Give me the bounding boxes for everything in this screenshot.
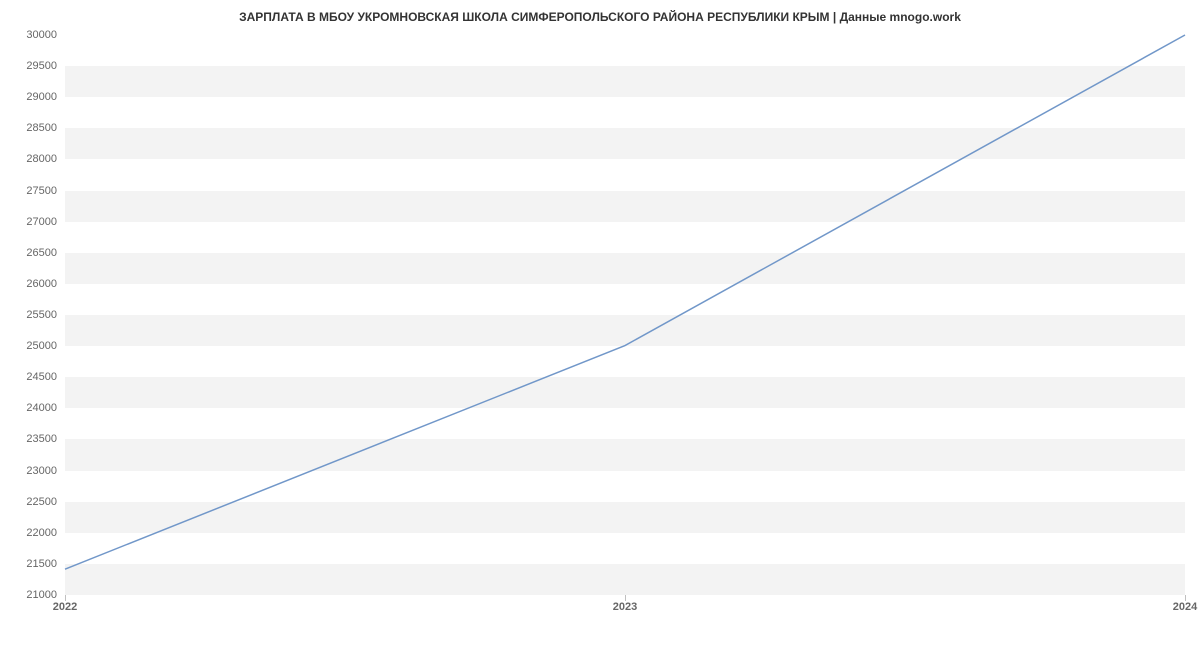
y-tick-label: 23500	[26, 433, 57, 445]
chart-title: ЗАРПЛАТА В МБОУ УКРОМНОВСКАЯ ШКОЛА СИМФЕ…	[0, 0, 1200, 32]
chart-container: 2100021500220002250023000235002400024500…	[65, 35, 1185, 595]
y-tick-label: 27000	[26, 216, 57, 228]
y-tick-label: 24000	[26, 402, 57, 414]
y-tick-label: 22000	[26, 527, 57, 539]
x-tick-label: 2023	[613, 601, 637, 613]
series-line	[65, 35, 1185, 569]
y-tick-label: 21500	[26, 558, 57, 570]
y-tick-label: 30000	[26, 29, 57, 41]
plot-area	[65, 35, 1185, 595]
y-tick-label: 22500	[26, 496, 57, 508]
y-tick-label: 28500	[26, 122, 57, 134]
y-tick-label: 26500	[26, 247, 57, 259]
y-tick-label: 25500	[26, 309, 57, 321]
y-tick-label: 26000	[26, 278, 57, 290]
y-tick-label: 25000	[26, 340, 57, 352]
y-tick-label: 27500	[26, 185, 57, 197]
y-tick-label: 29500	[26, 60, 57, 72]
y-tick-label: 29000	[26, 91, 57, 103]
y-tick-label: 21000	[26, 589, 57, 601]
y-tick-label: 24500	[26, 371, 57, 383]
y-tick-label: 23000	[26, 465, 57, 477]
y-tick-label: 28000	[26, 153, 57, 165]
line-series-svg	[65, 35, 1185, 594]
x-tick-label: 2024	[1173, 601, 1197, 613]
x-tick-label: 2022	[53, 601, 77, 613]
